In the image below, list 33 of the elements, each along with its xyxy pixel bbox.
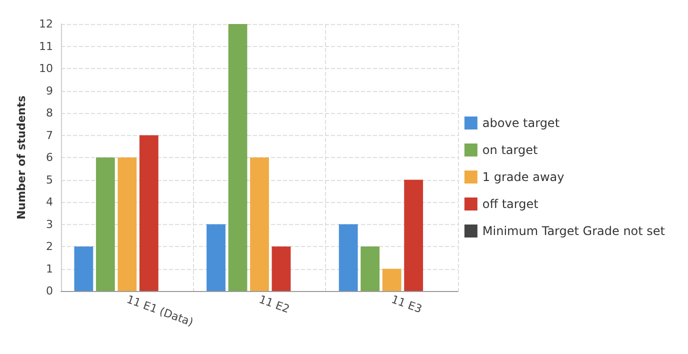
- legend-label: above target: [482, 116, 560, 130]
- bar: [228, 24, 248, 291]
- y-tick-label: 9: [46, 84, 53, 98]
- y-tick-label: 5: [46, 173, 53, 186]
- y-tick-label: 6: [46, 151, 53, 164]
- bar: [96, 158, 115, 291]
- legend-label: on target: [482, 143, 538, 157]
- y-tick-label: 7: [46, 128, 53, 142]
- bar: [250, 158, 269, 291]
- y-tick-label: 1: [46, 262, 53, 276]
- x-tick-label: 11 E3: [390, 292, 424, 316]
- y-tick-label: 3: [46, 218, 53, 231]
- legend-label: Minimum Target Grade not set: [482, 224, 666, 238]
- bar: [139, 135, 158, 291]
- bar: [338, 224, 358, 291]
- legend-label: 1 grade away: [482, 170, 564, 184]
- bar: [360, 246, 380, 291]
- bar: [118, 158, 137, 291]
- y-tick-label: 0: [46, 284, 53, 298]
- bar: [382, 268, 402, 291]
- y-tick-label: 10: [39, 62, 53, 75]
- y-tick-label: 12: [39, 18, 53, 30]
- y-tick-label: 2: [46, 240, 53, 253]
- x-tick-label: 11 E2: [257, 292, 292, 316]
- y-axis-title: Number of students: [15, 95, 28, 220]
- bar: [206, 224, 226, 291]
- y-tick-label: 4: [46, 196, 53, 208]
- bar: [74, 246, 94, 291]
- y-tick-label: 11: [39, 40, 53, 53]
- bar: [404, 180, 424, 291]
- bar: [272, 246, 291, 291]
- y-tick-label: 8: [46, 106, 53, 120]
- legend-label: off target: [482, 197, 539, 211]
